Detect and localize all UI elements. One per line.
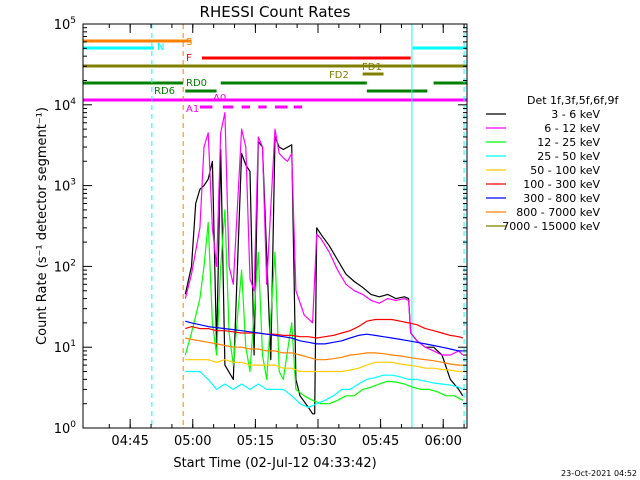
x-tick-label: 05:00 bbox=[174, 434, 211, 449]
y-tick-label: 100 bbox=[54, 420, 77, 437]
flag-label-fd2: FD2 bbox=[329, 70, 349, 81]
x-tick-label: 06:00 bbox=[424, 434, 461, 449]
x-tick-label: 05:45 bbox=[362, 434, 399, 449]
y-tick-label: 105 bbox=[54, 16, 76, 33]
flag-bars: S N F FD1 FD2 RD0 RD6 A1 A0 bbox=[83, 37, 467, 115]
series-line-1 bbox=[184, 112, 464, 356]
x-tick-label: 05:15 bbox=[237, 434, 274, 449]
series-lines bbox=[184, 112, 464, 415]
legend-entry: 50 - 100 keV bbox=[530, 164, 600, 177]
series-line-4 bbox=[185, 359, 463, 373]
series-line-6 bbox=[185, 320, 463, 352]
series-line-2 bbox=[184, 209, 464, 405]
chart-title: RHESSI Count Rates bbox=[200, 3, 351, 21]
flag-label-fd1: FD1 bbox=[362, 62, 382, 73]
series-line-3 bbox=[185, 370, 464, 408]
y-tick-label: 102 bbox=[54, 258, 76, 275]
x-axis-label: Start Time (02-Jul-12 04:33:42) bbox=[173, 456, 376, 471]
flag-label-rd0: RD0 bbox=[186, 78, 207, 89]
legend-title: Det 1f,3f,5f,6f,9f bbox=[527, 94, 620, 107]
series-line-5 bbox=[185, 318, 463, 339]
plot-frame bbox=[82, 23, 468, 429]
flag-label-s: S bbox=[186, 37, 192, 48]
legend-entry: 800 - 7000 keV bbox=[516, 206, 600, 219]
x-tick-label: 05:30 bbox=[299, 434, 336, 449]
y-tick-label: 104 bbox=[54, 97, 77, 114]
y-tick-label: 103 bbox=[54, 178, 76, 195]
y-axis-label: Count Rate (s⁻¹ detector segment⁻¹) bbox=[35, 107, 50, 345]
legend-entry: 25 - 50 keV bbox=[537, 150, 600, 163]
y-tick-label: 101 bbox=[54, 339, 76, 356]
legend-entry: 300 - 800 keV bbox=[523, 192, 600, 205]
flag-label-f: F bbox=[186, 53, 192, 64]
legend-entry: 12 - 25 keV bbox=[537, 136, 600, 149]
x-axis-ticks: 04:45 05:00 05:15 05:30 05:45 06:00 bbox=[108, 24, 465, 449]
flag-label-n: N bbox=[157, 42, 164, 53]
vertical-markers bbox=[151, 24, 465, 428]
footer-timestamp: 23-Oct-2021 04:52 bbox=[561, 469, 637, 478]
legend-entry: 3 - 6 keV bbox=[551, 108, 600, 121]
x-tick-label: 04:45 bbox=[111, 434, 148, 449]
legend-entry: 6 - 12 keV bbox=[544, 122, 600, 135]
flag-label-rd6: RD6 bbox=[154, 86, 175, 97]
y-axis-ticks: 100 101 102 103 104 105 bbox=[54, 16, 467, 437]
legend-entry: 100 - 300 keV bbox=[523, 178, 600, 191]
flag-label-a1: A1 bbox=[186, 104, 199, 115]
legend-entry: 7000 - 15000 keV bbox=[502, 220, 600, 233]
series-line-7 bbox=[185, 337, 463, 366]
flag-label-a0: A0 bbox=[213, 93, 226, 104]
